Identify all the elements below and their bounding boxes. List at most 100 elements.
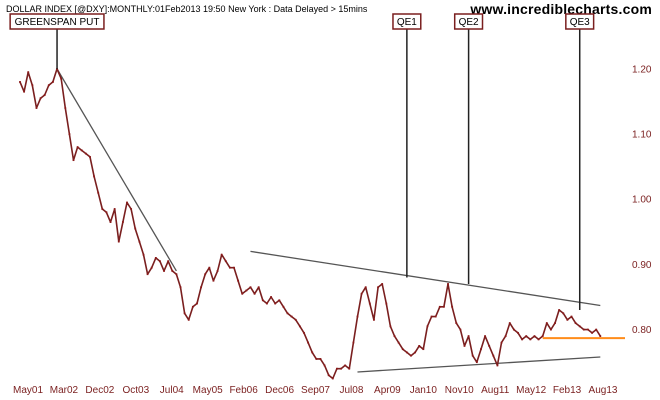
- x-tick-label: May05: [193, 385, 223, 396]
- data-point: [512, 328, 515, 331]
- data-point: [196, 302, 198, 305]
- data-point: [163, 270, 165, 272]
- data-point: [204, 273, 207, 276]
- data-point: [344, 364, 347, 367]
- data-point: [541, 335, 544, 338]
- data-point: [212, 279, 215, 282]
- data-point: [348, 367, 351, 370]
- data-point: [171, 270, 174, 272]
- data-point: [311, 351, 314, 354]
- chart-title: DOLLAR INDEX [@DXY]:MONTHLY:01Feb2013 19…: [6, 4, 368, 14]
- y-tick-label: 1.10: [632, 130, 652, 141]
- data-point: [360, 292, 363, 295]
- data-point: [525, 335, 528, 338]
- data-point: [72, 159, 75, 162]
- data-point: [529, 338, 532, 341]
- data-point: [89, 155, 91, 158]
- data-point: [587, 328, 589, 331]
- data-point: [504, 335, 507, 338]
- data-point: [599, 335, 602, 338]
- data-point: [496, 364, 499, 367]
- x-tick-label: Jul04: [160, 385, 184, 396]
- data-point: [52, 81, 54, 83]
- data-point: [27, 71, 30, 74]
- x-tick-label: Nov10: [445, 385, 474, 396]
- data-point: [574, 322, 577, 324]
- data-point: [327, 374, 330, 377]
- data-point: [64, 107, 67, 109]
- data-point: [142, 253, 145, 256]
- data-point: [43, 94, 46, 96]
- y-tick-label: 1.20: [632, 64, 652, 75]
- data-point: [377, 286, 379, 289]
- data-point: [307, 341, 309, 344]
- x-tick-label: May12: [516, 385, 546, 396]
- y-tick-label: 0.80: [632, 325, 652, 336]
- data-point: [220, 253, 223, 256]
- data-point: [368, 302, 371, 305]
- x-tick-label: Sep07: [301, 385, 330, 396]
- series-line: [19, 68, 601, 380]
- data-point: [410, 354, 412, 357]
- data-point: [298, 325, 301, 328]
- data-point: [187, 318, 190, 321]
- data-point: [245, 289, 248, 292]
- data-point: [475, 361, 478, 364]
- x-tick-label: Oct03: [122, 385, 149, 396]
- data-point: [550, 328, 552, 331]
- data-point: [488, 344, 491, 347]
- data-point: [150, 266, 153, 269]
- data-point: [294, 318, 297, 321]
- data-point: [591, 331, 593, 334]
- data-point: [97, 191, 100, 194]
- data-point: [224, 260, 227, 263]
- y-tick-label: 1.00: [632, 195, 652, 206]
- data-point: [545, 322, 548, 324]
- data-point: [93, 175, 95, 178]
- data-point: [257, 286, 260, 289]
- data-point: [19, 81, 21, 83]
- data-point: [261, 299, 264, 302]
- data-point: [566, 318, 569, 321]
- data-point: [373, 318, 375, 321]
- data-point: [582, 328, 585, 331]
- x-axis: May01 Mar02 Dec02 Oct03 Jul04 May05 Feb06 Dec06…: [13, 385, 618, 396]
- data-point: [381, 283, 384, 285]
- data-point: [237, 279, 240, 282]
- data-point: [393, 335, 396, 338]
- data-point: [105, 211, 108, 214]
- data-point: [80, 149, 83, 152]
- data-point: [159, 260, 161, 263]
- data-point: [447, 283, 449, 285]
- data-point: [463, 344, 466, 347]
- data-point: [117, 240, 120, 243]
- y-tick-label: 0.90: [632, 260, 652, 271]
- data-point: [389, 325, 392, 328]
- data-point: [266, 302, 268, 305]
- data-point: [352, 341, 355, 344]
- data-point: [500, 341, 503, 344]
- data-point: [340, 367, 342, 370]
- trend-line-1: [56, 68, 177, 272]
- data-point: [401, 348, 404, 351]
- trend-line-2: [250, 250, 601, 307]
- x-tick-label: Apr09: [374, 385, 401, 396]
- data-point: [233, 266, 235, 269]
- data-point: [484, 335, 486, 338]
- data-point: [451, 305, 454, 308]
- data-point: [290, 315, 293, 318]
- data-point: [68, 133, 71, 135]
- data-point: [216, 270, 219, 272]
- data-point: [126, 201, 128, 204]
- data-point: [418, 344, 421, 347]
- data-point: [459, 328, 462, 331]
- data-point: [438, 305, 441, 308]
- data-point: [121, 221, 124, 223]
- data-point: [179, 286, 182, 289]
- data-point: [562, 312, 565, 315]
- site-credit[interactable]: www.incrediblecharts.com: [470, 1, 652, 17]
- data-point: [323, 364, 326, 367]
- data-point: [286, 312, 289, 315]
- annotation-label-qe2: QE2: [459, 17, 479, 28]
